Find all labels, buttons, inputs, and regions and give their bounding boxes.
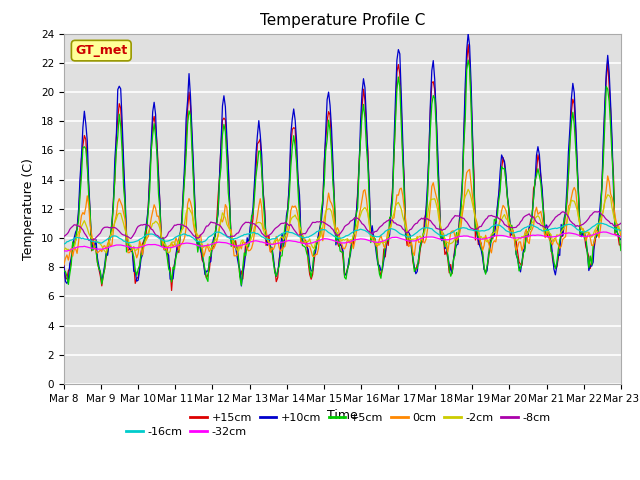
Text: GT_met: GT_met xyxy=(75,44,127,57)
Legend: -16cm, -32cm: -16cm, -32cm xyxy=(122,422,251,442)
+10cm xyxy=(458,178,466,183)
+5cm xyxy=(464,57,472,63)
-8cm xyxy=(458,215,466,221)
-2cm xyxy=(464,186,472,192)
-32cm xyxy=(616,233,623,239)
-8cm xyxy=(595,209,603,215)
-16cm xyxy=(614,227,621,232)
-32cm xyxy=(541,233,549,239)
0cm xyxy=(346,240,354,246)
Line: -2cm: -2cm xyxy=(64,189,621,253)
+15cm xyxy=(616,242,623,248)
+5cm xyxy=(616,233,623,239)
0cm xyxy=(97,247,104,253)
-32cm xyxy=(98,246,106,252)
+15cm xyxy=(617,242,625,248)
-8cm xyxy=(617,220,625,226)
-8cm xyxy=(541,224,549,230)
Title: Temperature Profile C: Temperature Profile C xyxy=(260,13,425,28)
0cm xyxy=(541,235,549,240)
-8cm xyxy=(348,218,356,224)
+10cm xyxy=(79,124,87,130)
-16cm xyxy=(596,220,604,226)
+5cm xyxy=(458,182,466,188)
-16cm xyxy=(346,231,354,237)
+10cm xyxy=(60,264,68,269)
Line: +10cm: +10cm xyxy=(64,34,621,286)
-2cm xyxy=(60,248,68,253)
+15cm xyxy=(97,273,104,279)
-16cm xyxy=(79,235,87,241)
0cm xyxy=(457,225,465,230)
+5cm xyxy=(543,226,550,232)
+10cm xyxy=(616,235,623,240)
-8cm xyxy=(60,233,68,239)
-2cm xyxy=(79,220,87,226)
+10cm xyxy=(348,238,356,243)
0cm xyxy=(466,167,474,172)
+15cm xyxy=(348,240,356,245)
-16cm xyxy=(457,226,465,231)
+5cm xyxy=(97,268,104,274)
+15cm xyxy=(543,230,550,236)
-32cm xyxy=(60,248,68,253)
-16cm xyxy=(97,240,104,246)
-8cm xyxy=(79,227,87,233)
-16cm xyxy=(617,228,625,233)
Y-axis label: Temperature (C): Temperature (C) xyxy=(22,158,35,260)
+5cm xyxy=(617,248,625,253)
-8cm xyxy=(616,222,623,228)
0cm xyxy=(60,261,68,267)
0cm xyxy=(614,225,621,231)
+5cm xyxy=(348,243,356,249)
-8cm xyxy=(86,238,94,243)
-2cm xyxy=(458,205,466,211)
0cm xyxy=(79,210,87,216)
-2cm xyxy=(102,250,110,256)
Line: -32cm: -32cm xyxy=(64,232,621,251)
+15cm xyxy=(168,288,175,293)
-2cm xyxy=(617,229,625,235)
+15cm xyxy=(60,263,68,268)
+5cm xyxy=(60,268,68,274)
+10cm xyxy=(464,31,472,36)
+10cm xyxy=(617,237,625,242)
-2cm xyxy=(348,238,356,243)
-32cm xyxy=(81,243,88,249)
-32cm xyxy=(348,238,356,244)
Line: -16cm: -16cm xyxy=(64,223,621,244)
+10cm xyxy=(543,222,550,228)
Line: -8cm: -8cm xyxy=(64,212,621,240)
-32cm xyxy=(600,229,607,235)
-32cm xyxy=(617,234,625,240)
Line: +15cm: +15cm xyxy=(64,45,621,290)
+15cm xyxy=(79,143,87,148)
-2cm xyxy=(543,229,550,235)
X-axis label: Time: Time xyxy=(327,409,358,422)
+10cm xyxy=(237,283,245,289)
-16cm xyxy=(540,228,548,234)
-16cm xyxy=(60,241,68,247)
Line: 0cm: 0cm xyxy=(64,169,621,264)
-32cm xyxy=(63,248,71,254)
+10cm xyxy=(97,270,104,276)
+15cm xyxy=(458,183,466,189)
+5cm xyxy=(79,145,87,151)
-2cm xyxy=(616,226,623,231)
-2cm xyxy=(97,241,104,247)
-8cm xyxy=(98,227,106,233)
Line: +5cm: +5cm xyxy=(64,60,621,285)
+15cm xyxy=(464,42,472,48)
0cm xyxy=(617,233,625,239)
-32cm xyxy=(458,233,466,239)
+5cm xyxy=(237,282,245,288)
